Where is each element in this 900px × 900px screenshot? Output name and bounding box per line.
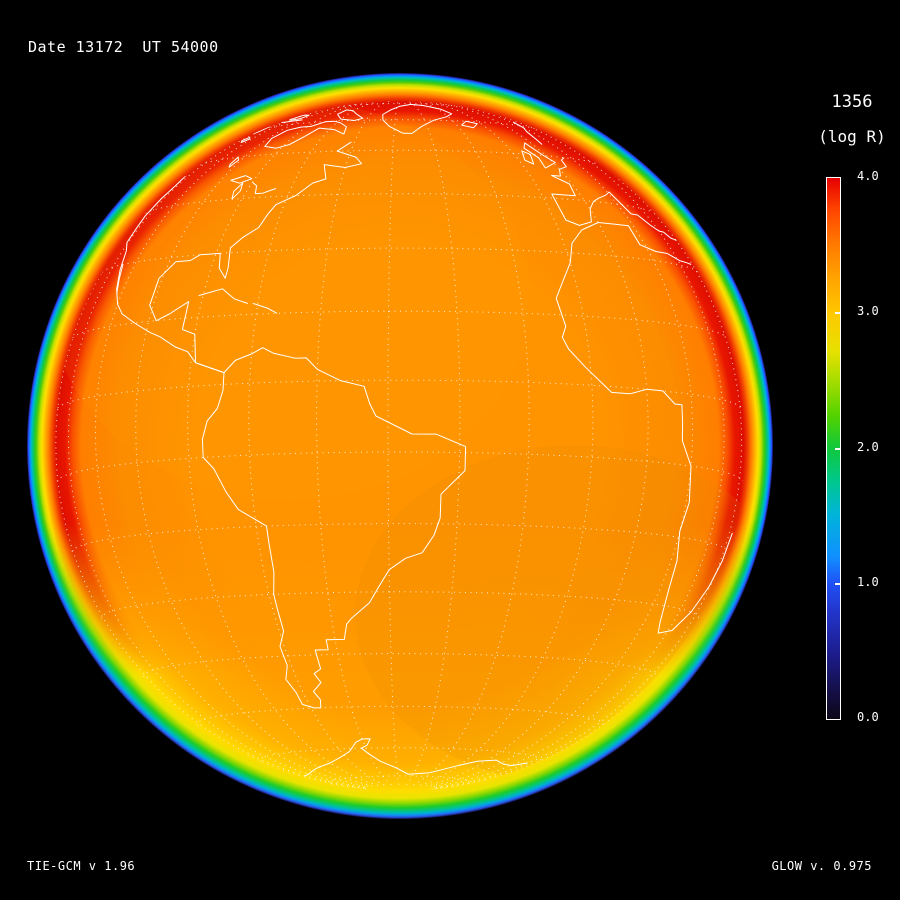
colorbar-tick-label: 2.0 [857, 439, 879, 454]
colorbar-tick-mark [835, 312, 840, 315]
colorbar-gradient [826, 177, 841, 720]
graticule [55, 101, 744, 790]
colorbar-tick-mark [835, 447, 840, 450]
colorbar-tick-label: 4.0 [857, 169, 879, 183]
colorbar-tick-mark [835, 582, 840, 585]
coastlines [116, 103, 733, 777]
colorbar-tick-label: 0.0 [857, 710, 879, 724]
colorbar-title: 1356 [831, 92, 873, 112]
disk-shading [55, 101, 745, 785]
south-limb-overlay [27, 73, 773, 819]
colorbar-units-label: (log R) [818, 127, 886, 146]
glow-version-label: GLOW v. 0.975 [771, 859, 872, 873]
colorbar-tick-label: 1.0 [857, 574, 879, 589]
date-label: Date 13172 UT 54000 [28, 38, 219, 56]
model-version-label: TIE-GCM v 1.96 [27, 859, 136, 873]
colorbar-tick-label: 3.0 [857, 304, 879, 319]
